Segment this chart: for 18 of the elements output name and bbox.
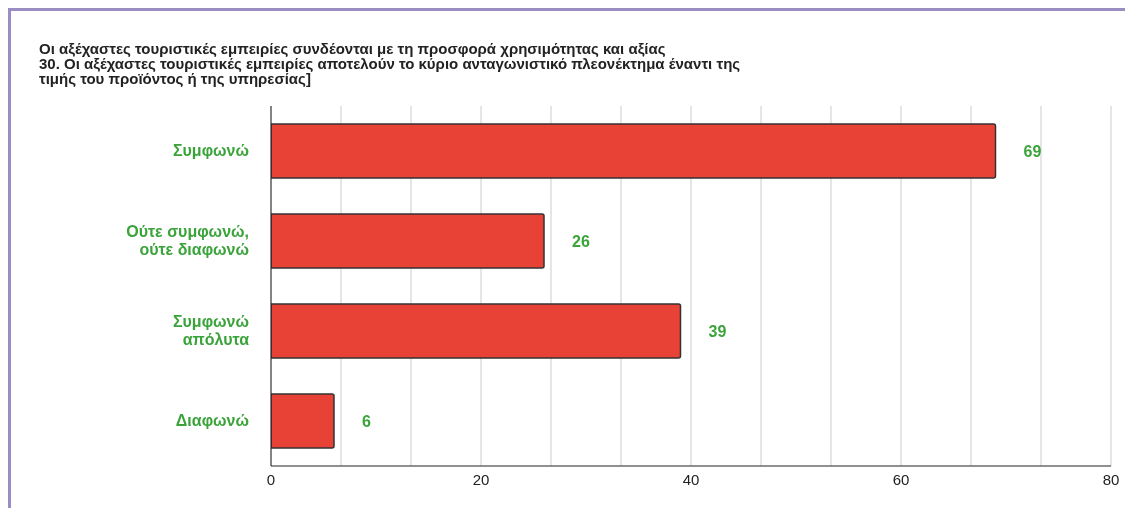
x-tick-label: 40 (682, 470, 700, 488)
chart-title: Οι αξέχαστες τουριστικές εμπειρίες συνδέονται με τη προσφορά χρησιμότητας και αξίας 30. Οι αξέχαστες τουριστικές εμπειρίες αποτελούν το κύριο ανταγωνιστικό πλεονέκτημα έναντι της τιμής του προϊόντος ή της υπηρεσίας] (39, 40, 742, 87)
y-tick-label: Συμφωνώ απόλυτα (172, 313, 250, 348)
bar (271, 393, 335, 449)
data-label: 69 (1023, 142, 1042, 160)
y-tick-label: Συμφωνώ (172, 142, 249, 159)
x-tick-label: 60 (892, 470, 910, 488)
data-label: 26 (572, 232, 590, 250)
y-tick-label: Ούτε συμφωνώ, ούτε διαφωνώ (126, 223, 249, 258)
x-tick-label: 0 (266, 470, 276, 488)
y-tick-label: Διαφωνώ (175, 412, 249, 429)
x-tick-label: 20 (472, 470, 490, 488)
data-label: 6 (362, 412, 371, 430)
data-label: 39 (708, 322, 727, 340)
bar (271, 303, 682, 359)
bar (271, 213, 545, 269)
bar (271, 123, 997, 179)
x-tick-label: 80 (1102, 470, 1120, 488)
